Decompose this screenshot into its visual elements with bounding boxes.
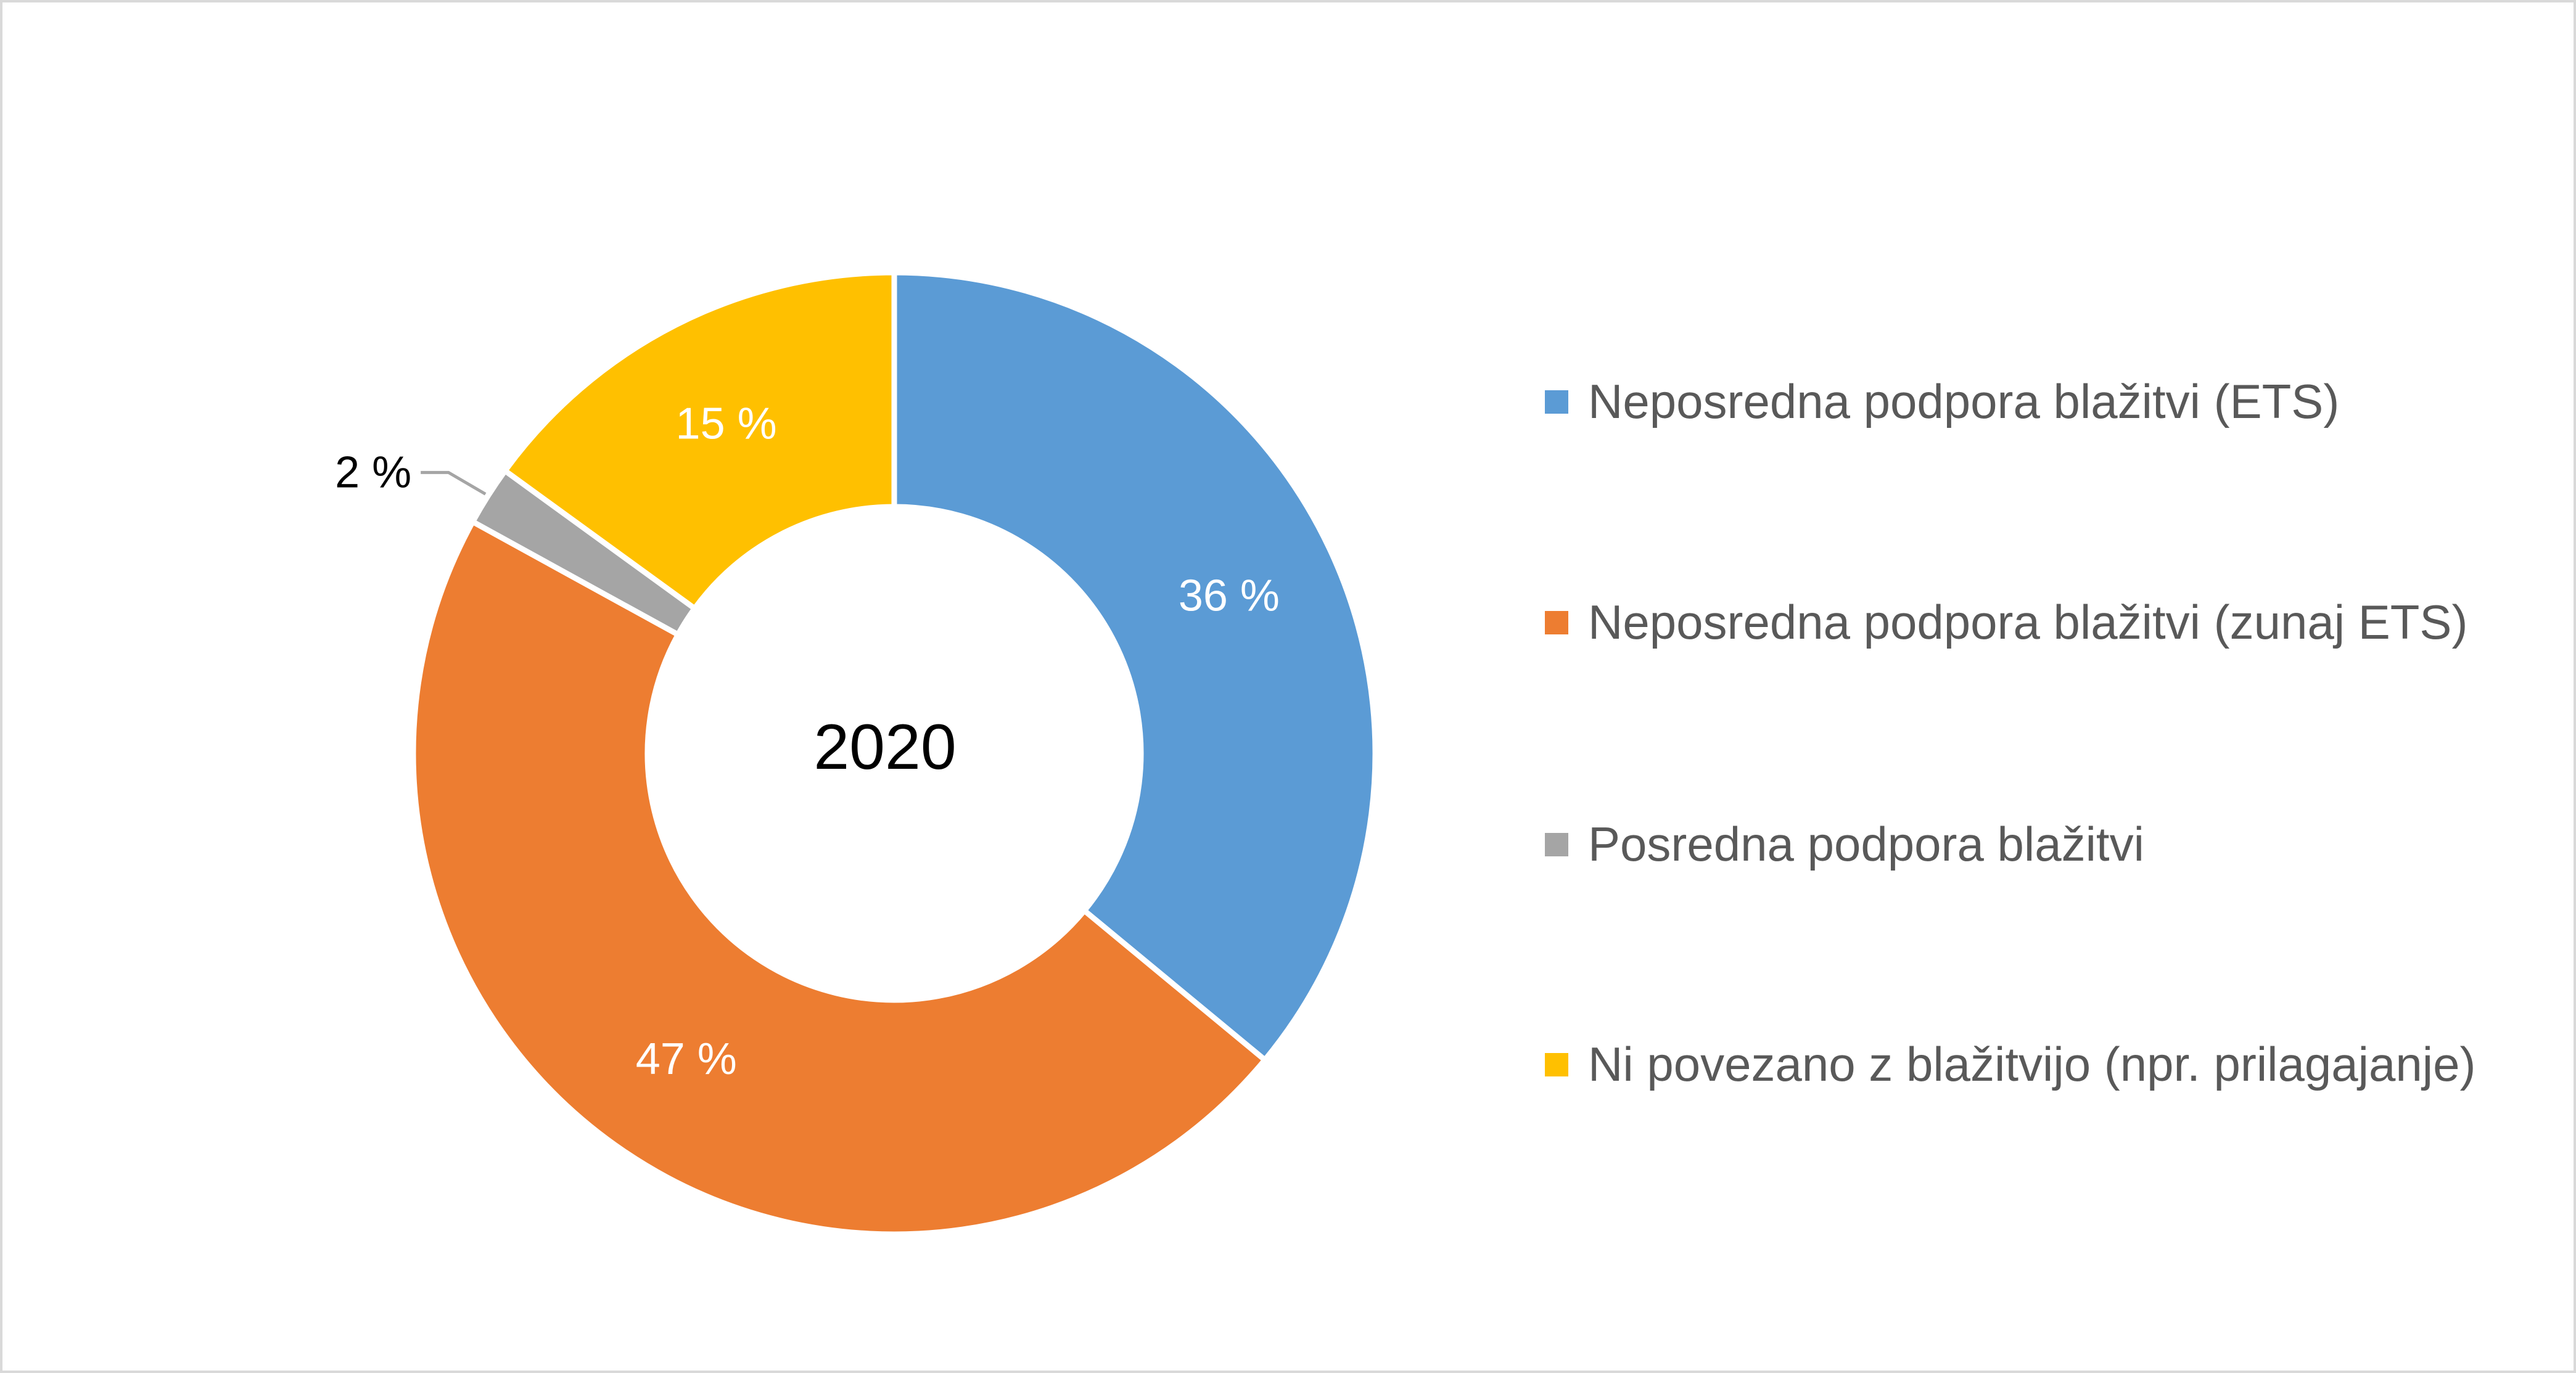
legend-item-4: Ni povezano z blažitvijo (npr. prilagaja… (1545, 1033, 2556, 1096)
legend-label-1: Neposredna podpora blažitvi (ETS) (1588, 374, 2340, 428)
legend-swatch-2 (1545, 611, 1568, 634)
donut-slice-4 (501, 269, 897, 613)
legend-swatch-1 (1545, 390, 1568, 414)
legend-item-3: Posredna podpora blažitvi (1545, 813, 2556, 875)
leader-line-3 (421, 470, 487, 496)
slice-value-label-2: 47 % (636, 1035, 737, 1084)
slice-value-label-1: 36 % (1179, 572, 1280, 621)
slice-value-label-4: 15 % (676, 399, 777, 448)
legend-label-3: Posredna podpora blažitvi (1588, 817, 2144, 871)
legend-item-1: Neposredna podpora blažitvi (ETS) (1545, 370, 2556, 433)
legend-swatch-4 (1545, 1053, 1568, 1076)
legend-item-2: Neposredna podpora blažitvi (zunaj ETS) (1545, 591, 2556, 654)
legend-label-4: Ni povezano z blažitvijo (npr. prilagaja… (1588, 1037, 2476, 1091)
slice-value-label-3: 2 % (335, 448, 411, 497)
donut-slice-1 (891, 269, 1378, 1064)
center-label: 2020 (813, 711, 956, 783)
legend-swatch-3 (1545, 833, 1568, 856)
legend-label-2: Neposredna podpora blažitvi (zunaj ETS) (1588, 595, 2468, 649)
donut-slice-2 (410, 518, 1269, 1237)
